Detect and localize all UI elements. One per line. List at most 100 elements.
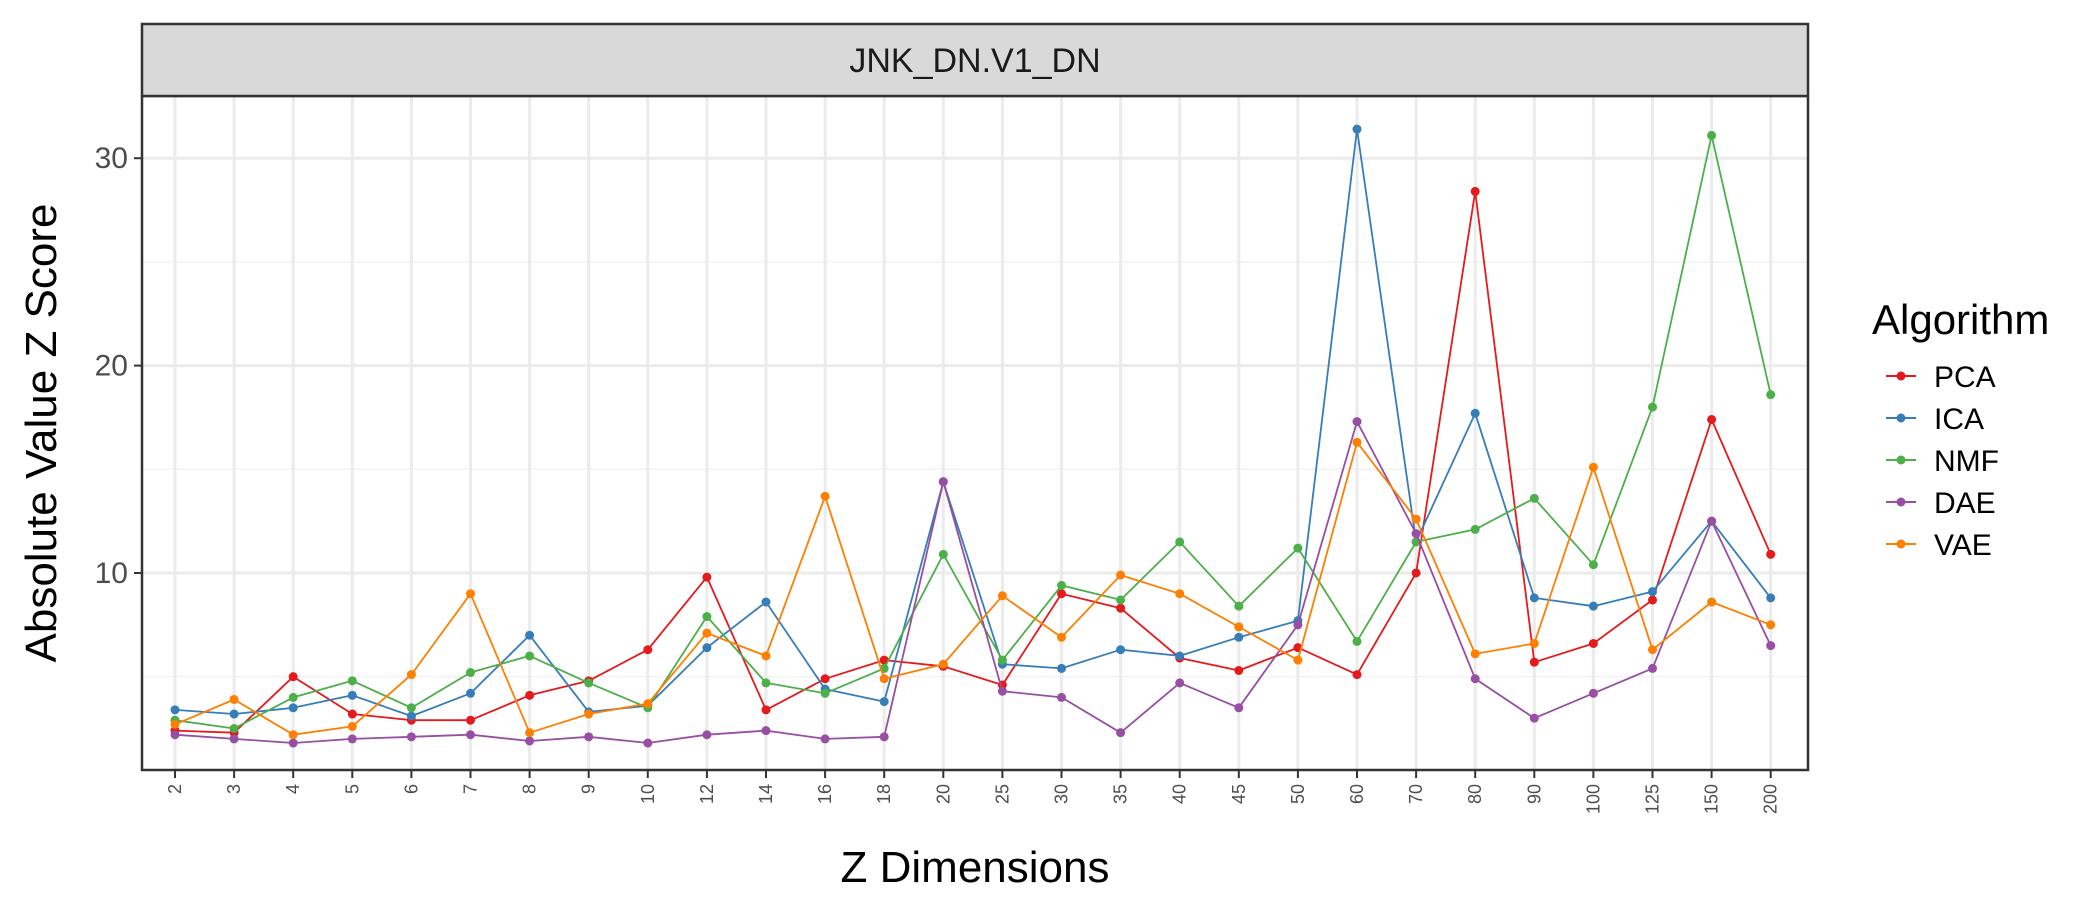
data-point-pca: [347, 709, 357, 719]
legend-key-point: [1896, 455, 1906, 465]
data-point-nmf: [1529, 493, 1539, 503]
legend-label: NMF: [1934, 445, 1999, 478]
data-point-dae: [1352, 417, 1362, 427]
x-tick-label: 2: [165, 784, 185, 794]
data-point-pca: [1470, 186, 1480, 196]
data-point-vae: [702, 628, 712, 638]
data-point-nmf: [1352, 636, 1362, 646]
data-point-vae: [466, 589, 475, 599]
x-tick-label: 12: [697, 784, 717, 804]
data-point-nmf: [466, 668, 475, 678]
data-point-nmf: [229, 724, 239, 734]
data-point-vae: [170, 719, 180, 729]
legend-title: Algorithm: [1872, 296, 2049, 343]
data-point-ica: [347, 690, 357, 700]
y-tick-label: 20: [95, 350, 128, 383]
data-point-vae: [997, 591, 1007, 601]
x-tick-label: 18: [874, 784, 894, 804]
data-point-pca: [761, 705, 771, 715]
data-point-vae: [1175, 589, 1185, 599]
x-tick-label: 6: [401, 784, 421, 794]
legend-key-point: [1896, 413, 1906, 423]
data-point-pca: [702, 572, 712, 582]
data-point-vae: [525, 728, 535, 738]
data-point-nmf: [761, 678, 771, 688]
data-point-dae: [702, 730, 712, 740]
data-point-pca: [1707, 415, 1717, 425]
data-point-vae: [820, 491, 830, 501]
data-point-dae: [1234, 703, 1244, 713]
data-point-vae: [1766, 620, 1776, 630]
data-point-vae: [406, 670, 416, 680]
legend-key-point: [1896, 497, 1906, 507]
x-tick-label: 14: [756, 784, 776, 804]
data-point-ica: [1766, 593, 1776, 603]
y-tick-label: 30: [95, 142, 128, 175]
x-tick-label: 150: [1702, 784, 1722, 814]
data-point-dae: [820, 734, 830, 744]
x-tick-label: 100: [1583, 784, 1603, 814]
data-point-ica: [1588, 601, 1598, 611]
data-point-vae: [1352, 437, 1362, 447]
data-point-nmf: [1057, 580, 1066, 590]
data-point-dae: [406, 732, 416, 742]
data-point-vae: [938, 659, 948, 669]
data-point-nmf: [938, 549, 948, 559]
data-point-pca: [1234, 665, 1244, 675]
x-tick-label: 90: [1524, 784, 1544, 804]
data-point-dae: [1529, 713, 1539, 723]
data-point-pca: [1529, 657, 1539, 667]
data-point-vae: [1470, 649, 1480, 659]
data-point-pca: [1352, 670, 1362, 680]
x-tick-label: 4: [283, 784, 303, 794]
facet-label: JNK_DN.V1_DN: [849, 42, 1100, 80]
legend: Algorithm PCA ICA NMF DAE VAE: [1872, 296, 2049, 562]
data-point-dae: [229, 734, 239, 744]
x-tick-label: 200: [1761, 784, 1781, 814]
data-point-dae: [879, 732, 889, 742]
data-point-dae: [584, 732, 594, 742]
legend-item-ica: ICA: [1886, 403, 1984, 436]
data-point-nmf: [997, 655, 1007, 665]
data-point-dae: [1648, 663, 1657, 673]
data-point-vae: [288, 730, 298, 740]
data-point-nmf: [1175, 537, 1185, 547]
legend-item-nmf: NMF: [1886, 445, 1999, 478]
x-tick-label: 80: [1465, 784, 1485, 804]
data-point-dae: [1411, 529, 1421, 539]
data-point-vae: [1529, 638, 1539, 648]
data-point-vae: [761, 651, 771, 661]
data-point-vae: [1234, 622, 1244, 632]
data-point-pca: [1766, 549, 1776, 559]
data-point-pca: [1116, 603, 1126, 613]
data-point-nmf: [1234, 601, 1244, 611]
data-point-ica: [466, 688, 475, 698]
data-point-dae: [288, 738, 298, 748]
data-point-dae: [1470, 674, 1480, 684]
x-tick-label: 25: [992, 784, 1012, 804]
x-tick-label: 30: [1052, 784, 1072, 804]
data-point-pca: [288, 672, 298, 682]
data-point-ica: [229, 709, 239, 719]
data-point-nmf: [1116, 595, 1126, 605]
x-tick-label: 125: [1643, 784, 1663, 814]
data-point-vae: [1057, 632, 1066, 642]
series-line-dae: [174, 420, 1772, 744]
data-point-dae: [643, 738, 653, 748]
data-point-pca: [525, 690, 535, 700]
data-point-dae: [347, 734, 357, 744]
data-point-dae: [466, 730, 475, 740]
legend-key-point: [1896, 371, 1906, 381]
series-line-nmf: [174, 134, 1772, 730]
data-point-dae: [170, 730, 180, 740]
x-tick-label: 40: [1170, 784, 1190, 804]
data-point-vae: [229, 694, 239, 704]
legend-label: DAE: [1934, 487, 1996, 520]
data-point-nmf: [1470, 524, 1480, 534]
x-tick-label: 35: [1111, 784, 1131, 804]
data-point-nmf: [1766, 390, 1776, 400]
data-point-dae: [997, 686, 1007, 696]
